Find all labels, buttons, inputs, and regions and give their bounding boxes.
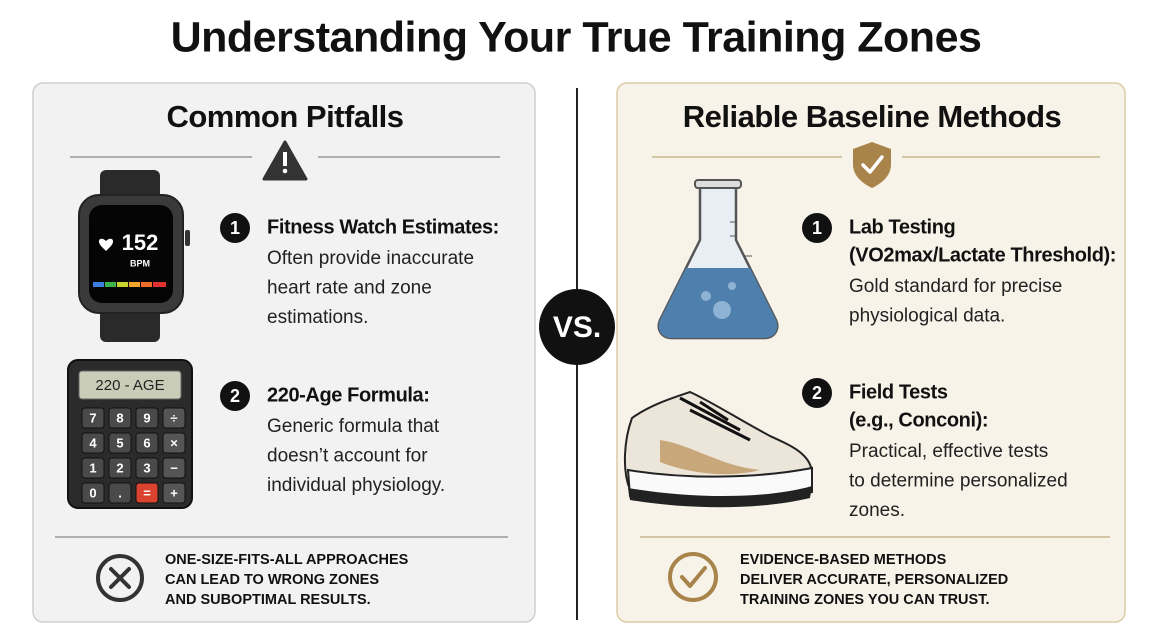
calculator-key [108, 432, 132, 454]
item-body: Often provide inaccurate [267, 248, 474, 269]
calculator-key [162, 482, 186, 504]
number-label: 2 [812, 383, 822, 403]
vs-badge [539, 289, 615, 365]
calculator-key-label: + [170, 485, 178, 500]
calculator-key [162, 432, 186, 454]
calculator-key-label: 4 [89, 435, 97, 450]
footer-text: ONE-SIZE-FITS-ALL APPROACHES [165, 552, 409, 568]
calculator-key [135, 432, 159, 454]
calculator-key-label: . [118, 485, 122, 500]
number-label: 1 [230, 218, 240, 238]
footer-text: DELIVER ACCURATE, PERSONALIZED [740, 572, 1008, 588]
calculator-key [81, 457, 105, 479]
calculator-key-label: 6 [143, 435, 150, 450]
calculator-key-label: ÷ [170, 410, 177, 425]
calculator-display: 220 - AGE [95, 377, 164, 394]
item-body: zones. [849, 500, 905, 521]
shield-icon [853, 142, 891, 188]
flask-illustration [657, 179, 779, 340]
item-title: (e.g., Conconi): [849, 409, 988, 431]
item-title: Field Tests [849, 381, 948, 403]
item-title: (VO2max/Lactate Threshold): [849, 244, 1116, 266]
item-body: heart rate and zone [267, 278, 432, 299]
calculator-key [81, 432, 105, 454]
item-body: Generic formula that [267, 416, 440, 437]
item-title: Fitness Watch Estimates: [267, 216, 499, 238]
item-body: Gold standard for precise [849, 276, 1062, 297]
x-circle-icon [96, 554, 144, 602]
calculator-key-label: 7 [89, 410, 96, 425]
watch-illustration [78, 170, 190, 342]
calculator-key-label: 0 [89, 485, 96, 500]
calculator-key [135, 457, 159, 479]
number-badge [802, 378, 832, 408]
calculator-key [135, 407, 159, 429]
footer-text: EVIDENCE-BASED METHODS [740, 552, 947, 568]
number-label: 1 [812, 218, 822, 238]
shoe-illustration [623, 390, 813, 508]
calculator-key [108, 457, 132, 479]
vs-label: VS. [553, 311, 601, 344]
calculator-key [135, 482, 159, 504]
item-title: 220-Age Formula: [267, 384, 430, 406]
footer-text: AND SUBOPTIMAL RESULTS. [165, 592, 371, 608]
item-title: Lab Testing [849, 216, 955, 238]
footer-text: CAN LEAD TO WRONG ZONES [165, 572, 379, 588]
calculator-key-label: 3 [143, 460, 150, 475]
calculator-key-label: 9 [143, 410, 150, 425]
panel-heading: Reliable Baseline Methods [683, 99, 1062, 134]
warning-icon [262, 140, 308, 181]
item-body: estimations. [267, 307, 368, 328]
watch-value: 152 [122, 230, 159, 255]
panel-heading: Common Pitfalls [166, 99, 403, 134]
footer-text: TRAINING ZONES YOU CAN TRUST. [740, 592, 989, 608]
item-body: physiological data. [849, 306, 1005, 327]
number-badge [802, 213, 832, 243]
calculator-key [108, 482, 132, 504]
number-badge [220, 381, 250, 411]
calculator-key-label: × [170, 435, 178, 450]
number-label: 2 [230, 386, 240, 406]
watch-unit: BPM [130, 258, 150, 268]
item-body: doesn’t account for [267, 446, 428, 467]
calculator-key [81, 482, 105, 504]
number-badge [220, 213, 250, 243]
item-body: to determine personalized [849, 471, 1068, 492]
calculator-key [162, 407, 186, 429]
calculator-key [81, 407, 105, 429]
calculator-key-label: 2 [116, 460, 123, 475]
calculator-key-label: = [143, 485, 151, 500]
calculator-key-label: − [170, 460, 178, 475]
calculator-key [108, 407, 132, 429]
calculator-key-label: 5 [116, 435, 123, 450]
calculator-key [162, 457, 186, 479]
item-body: individual physiology. [267, 475, 445, 496]
calculator-key-label: 8 [116, 410, 123, 425]
item-body: Practical, effective tests [849, 441, 1048, 462]
main-title: Understanding Your True Training Zones [171, 13, 982, 61]
check-circle-icon [668, 552, 718, 602]
calculator-key-label: 1 [89, 460, 96, 475]
